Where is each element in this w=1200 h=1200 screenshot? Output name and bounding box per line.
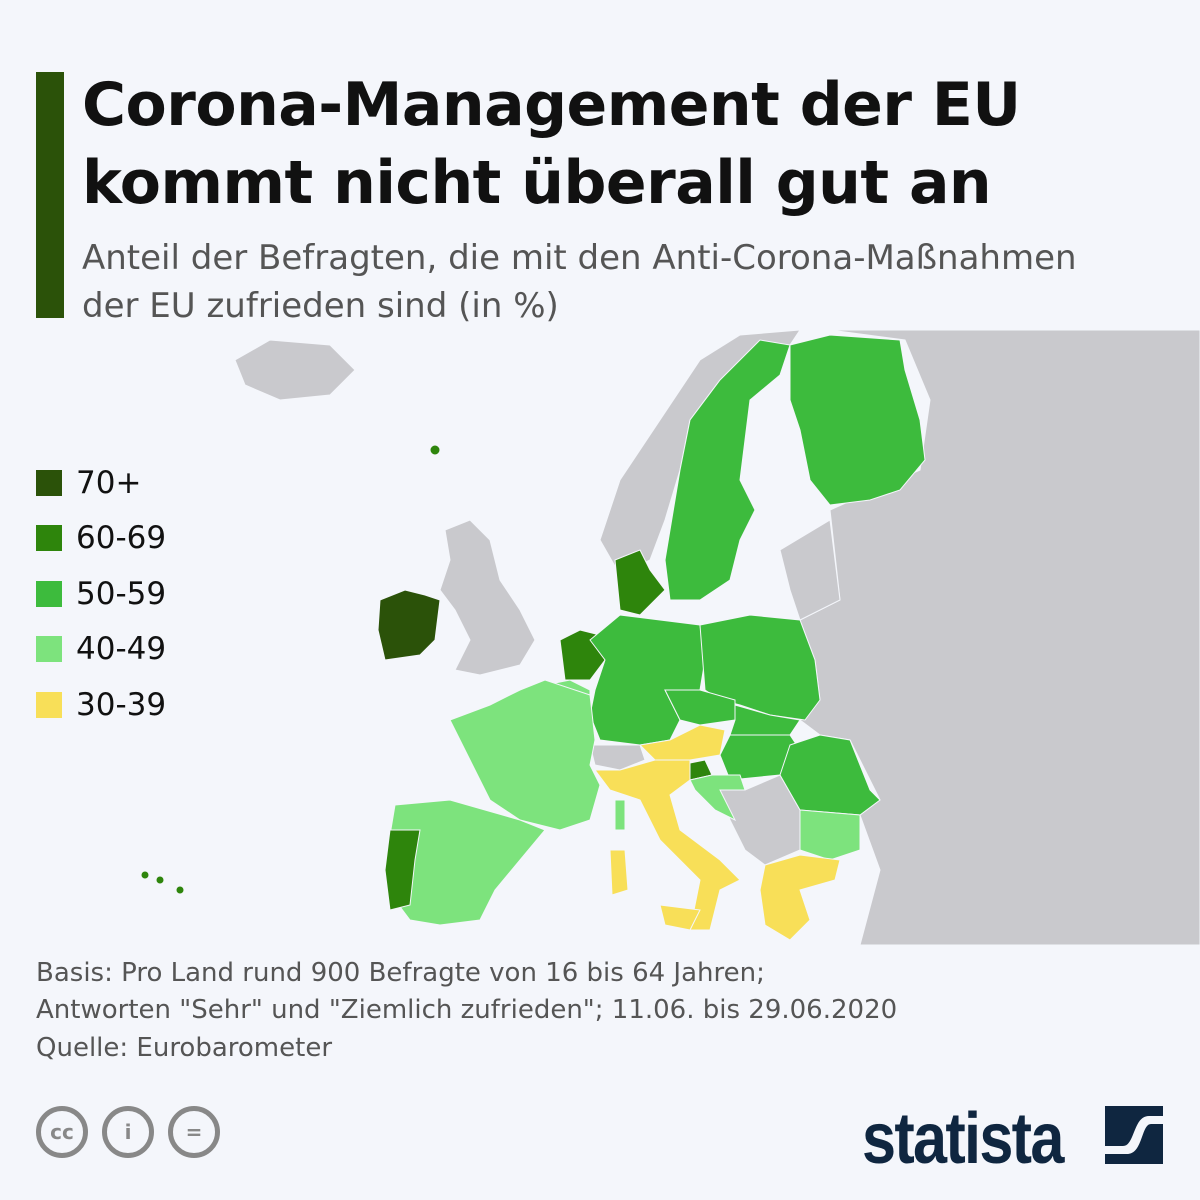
legend-label: 50-59 [76,575,167,612]
legend-label: 30-39 [76,686,167,723]
legend-swatch [36,469,62,496]
legend: 70+ 60-69 50-59 40-49 30-39 [36,455,166,733]
statista-logo-icon [1105,1106,1163,1164]
legend-label: 70+ [76,464,142,501]
statista-logo[interactable]: statista [862,1098,1163,1180]
region-baltics [779,519,841,621]
legend-item: 40-49 [36,622,166,678]
subtitle-line-1: Anteil der Befragten, die mit den Anti-C… [82,238,1077,278]
legend-label: 60-69 [76,520,167,557]
country-finland [789,334,926,506]
island-azores [155,875,165,885]
island-corsica [614,799,626,831]
legend-item: 50-59 [36,566,166,622]
country-bulgaria [799,809,861,861]
country-denmark [614,549,666,616]
legend-label: 40-49 [76,631,167,668]
legend-item: 60-69 [36,511,166,567]
page-title: Corona-Management der EU kommt nicht übe… [82,66,1021,222]
subtitle: Anteil der Befragten, die mit den Anti-C… [82,234,1077,330]
license-icons[interactable]: cc i = [36,1106,220,1158]
europe-map [140,330,1200,945]
country-croatia [689,774,746,822]
legend-item: 30-39 [36,677,166,733]
logo-text: statista [862,1099,1064,1179]
title-line-2: kommt nicht überall gut an [82,148,992,218]
no-derivatives-icon[interactable]: = [168,1106,220,1158]
legend-swatch [36,580,62,607]
legend-item: 70+ [36,455,166,511]
country-portugal [384,829,421,911]
island-sicily [659,904,701,931]
island-faroe [429,444,441,456]
country-france [449,679,601,831]
country-ireland [377,589,441,661]
footer-note: Basis: Pro Land rund 900 Befragte von 16… [36,955,897,1029]
source: Quelle: Eurobarometer [36,1033,333,1063]
country-germany [589,614,706,746]
accent-bar [36,72,64,318]
island-azores [140,870,150,880]
attribution-icon[interactable]: i [102,1106,154,1158]
legend-swatch [36,691,62,718]
island-sardinia [609,849,629,896]
country-sweden [664,339,791,601]
note-line-1: Basis: Pro Land rund 900 Befragte von 16… [36,958,765,988]
legend-swatch [36,525,62,552]
note-line-2: Antworten "Sehr" und "Ziemlich zufrieden… [36,995,898,1025]
country-italy [594,759,741,931]
country-uk [439,519,536,676]
title-line-1: Corona-Management der EU [82,70,1021,140]
legend-swatch [36,636,62,663]
country-switzerland [589,744,646,771]
country-greece [759,854,841,941]
country-iceland [234,339,356,401]
island-azores [175,885,185,895]
subtitle-line-2: der EU zufrieden sind (in %) [82,286,559,326]
country-romania [779,734,881,816]
cc-icon[interactable]: cc [36,1106,88,1158]
